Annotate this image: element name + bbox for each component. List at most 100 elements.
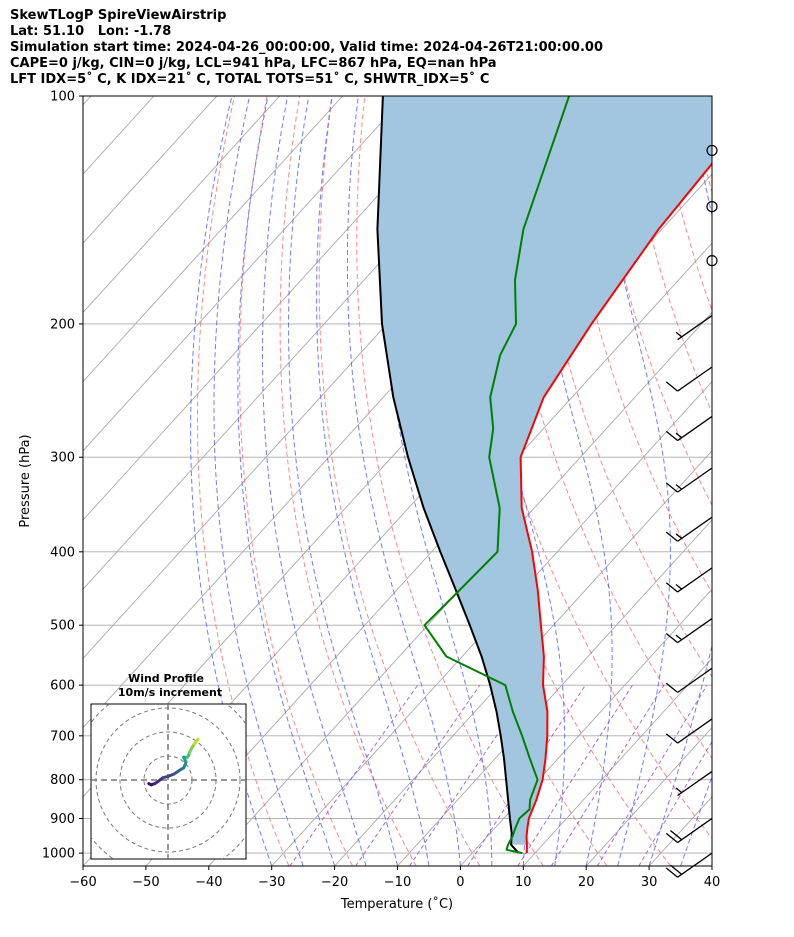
moist-adiabat	[213, 96, 304, 866]
moist-adiabat	[316, 96, 430, 866]
y-tick-label: 500	[50, 619, 75, 634]
x-tick-label: −60	[69, 875, 96, 890]
isotherm-line	[334, 450, 712, 866]
y-tick-label: 1000	[42, 847, 75, 862]
x-tick-label: 0	[456, 875, 464, 890]
barb-flag-half	[675, 583, 683, 590]
hodograph-trace	[147, 737, 200, 787]
x-axis-label: Temperature (˚C)	[340, 896, 453, 912]
barb-flag-full	[665, 430, 679, 442]
isotherm-line	[711, 865, 712, 866]
barb-flag-full	[665, 582, 679, 593]
hodograph-segment	[192, 737, 200, 746]
moist-adiabat	[262, 96, 367, 866]
barb-flag-half	[675, 484, 683, 490]
barb-staff	[677, 667, 713, 693]
x-tick-label: 30	[641, 875, 658, 890]
isotherm-line	[585, 726, 712, 866]
dry-adiabat	[624, 96, 712, 414]
wind-barb	[675, 770, 713, 797]
wind-barb	[665, 817, 713, 844]
y-tick-label: 300	[50, 451, 75, 466]
inset-title: Wind Profile	[128, 672, 204, 685]
mixing-ratio-line	[517, 684, 633, 866]
cape-area	[377, 96, 712, 845]
barb-flag-half	[675, 432, 683, 439]
barb-flag-full	[665, 381, 679, 392]
moist-adiabat	[595, 96, 671, 866]
x-tick-label: 40	[704, 875, 721, 890]
wind-barb	[675, 315, 713, 341]
wind-barb	[665, 467, 713, 493]
barb-flag-half	[675, 787, 683, 794]
mixing-ratio-line	[638, 740, 712, 866]
time-line: Simulation start time: 2024-04-26_00:00:…	[10, 40, 603, 55]
x-tick-label: −50	[132, 875, 159, 890]
dry-adiabat	[723, 96, 794, 866]
isotherm-line	[83, 96, 281, 314]
isotherm-line	[83, 96, 343, 383]
mixing-ratio-lines	[289, 684, 712, 866]
wind-barb	[665, 516, 713, 542]
y-axis-label: Pressure (hPa)	[18, 434, 33, 527]
mixing-ratio-line	[289, 684, 419, 866]
moist-adiabat	[381, 96, 493, 866]
isotherm-line	[83, 96, 469, 521]
wind-barbs	[665, 144, 718, 878]
moist-adiabat	[237, 96, 336, 866]
x-tick-label: 10	[515, 875, 532, 890]
barb-flag-half	[675, 533, 683, 539]
moist-adiabat	[346, 96, 461, 866]
barb-staff	[677, 718, 713, 744]
dry-adiabat	[756, 96, 794, 866]
barb-staff	[677, 770, 713, 797]
barb-staff	[677, 366, 713, 392]
x-tick-label: −10	[384, 875, 411, 890]
x-tick-label: −20	[321, 875, 348, 890]
dewpoint-line	[423, 96, 571, 855]
wind-barb	[665, 366, 713, 392]
isotherm-line	[83, 96, 218, 244]
moist-adiabat	[287, 96, 398, 866]
barb-staff	[677, 852, 713, 878]
parcel-profile-line	[376, 96, 520, 854]
isotherm-line	[460, 588, 712, 866]
moist-adiabat	[190, 96, 273, 866]
barb-staff	[677, 817, 713, 844]
moist-adiabat	[680, 774, 712, 866]
wind-barb	[665, 667, 713, 693]
y-tick-label: 200	[50, 317, 75, 332]
barb-flag-half	[675, 331, 683, 338]
dry-adiabat	[197, 96, 290, 866]
sounding-profiles	[376, 96, 712, 855]
barb-flag-full	[669, 864, 683, 875]
indices-line: LFT IDX=5˚ C, K IDX=21˚ C, TOTAL TOTS=51…	[10, 72, 490, 87]
wind-barb	[665, 852, 713, 878]
wind-profile-inset: Wind Profile 10m/s increment	[90, 672, 247, 860]
y-axis-ticks: 100 200 300 400 500 600 700 800 900 1000	[42, 90, 83, 862]
moist-adiabat	[524, 96, 613, 866]
barb-flag-full	[665, 682, 679, 693]
barb-flag-half	[675, 634, 683, 641]
dry-adiabat	[239, 96, 353, 866]
dry-adiabat	[559, 96, 712, 594]
barb-flag-full	[665, 482, 679, 493]
isotherm-line	[83, 96, 92, 106]
x-tick-label: 20	[578, 875, 595, 890]
isotherm-line	[522, 657, 712, 866]
barb-flag-full	[665, 832, 679, 844]
moist-adiabat	[648, 96, 712, 866]
barb-staff	[677, 567, 713, 593]
y-tick-label: 400	[50, 545, 75, 560]
inset-subtitle: 10m/s increment	[118, 686, 222, 699]
y-tick-label: 900	[50, 812, 75, 827]
y-tick-label: 600	[50, 679, 75, 694]
barb-flag-full	[665, 632, 679, 644]
wind-barb	[665, 718, 713, 744]
mixing-ratio-line	[596, 684, 708, 866]
barb-staff	[677, 618, 713, 644]
dry-adiabat	[788, 96, 794, 866]
barb-flag-full	[669, 830, 683, 841]
chart-title: SkewTLogP SpireViewAirstrip	[10, 8, 227, 23]
